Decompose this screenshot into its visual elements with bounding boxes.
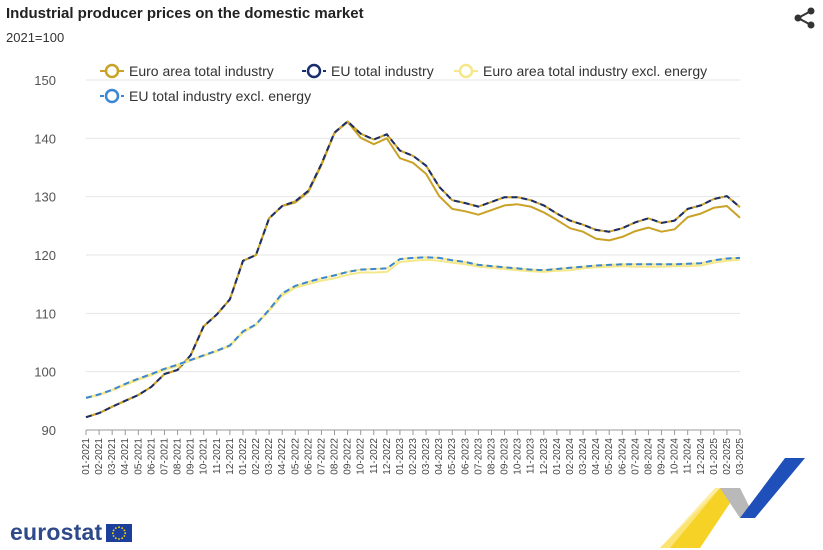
x-tick-label: 09-2022 <box>343 438 354 475</box>
x-tick-label: 11-2024 <box>683 438 694 474</box>
eu-flag-icon <box>106 523 133 542</box>
grid-layer <box>86 79 740 431</box>
series-line-2[interactable] <box>85 258 741 399</box>
chart-subtitle: 2021=100 <box>6 30 65 45</box>
x-tick-label: 02-2024 <box>565 438 576 475</box>
y-tick-label: 120 <box>34 248 56 263</box>
x-tick-label: 04-2024 <box>591 438 602 475</box>
x-tick-label: 10-2022 <box>356 438 367 475</box>
x-tick-label: 02-2023 <box>408 438 419 475</box>
x-tick-label: 07-2021 <box>159 438 170 475</box>
x-tick-label: 01-2021 <box>81 438 92 475</box>
legend-item-1[interactable]: EU total industry <box>302 63 434 79</box>
x-tick-label: 04-2023 <box>434 438 445 475</box>
x-tick-label: 09-2023 <box>500 438 511 475</box>
x-tick-label: 12-2024 <box>696 438 707 475</box>
legend-label: EU total industry <box>331 63 434 79</box>
y-tick-label: 150 <box>34 73 56 88</box>
x-tick-label: 01-2022 <box>238 438 249 475</box>
x-tick-label: 08-2023 <box>486 438 497 475</box>
x-tick-label: 12-2023 <box>539 438 550 475</box>
legend: Euro area total industry EU total industr… <box>100 63 707 104</box>
y-tick-label: 100 <box>34 365 56 380</box>
y-tick-label: 90 <box>42 423 56 438</box>
x-tick-label: 11-2023 <box>526 438 537 474</box>
x-tick-label: 01-2025 <box>709 438 720 475</box>
x-tick-label: 11-2022 <box>369 438 380 474</box>
x-tick-label: 05-2024 <box>604 438 615 475</box>
x-tick-label: 02-2025 <box>722 438 733 475</box>
x-tick-label: 12-2021 <box>225 438 236 475</box>
chart-title: Industrial producer prices on the domest… <box>6 5 364 22</box>
x-tick-label: 06-2021 <box>146 438 157 475</box>
x-tick-label: 05-2023 <box>447 438 458 475</box>
x-tick-label: 03-2023 <box>421 438 432 475</box>
x-tick-label: 03-2025 <box>735 438 746 475</box>
x-tick-label: 04-2021 <box>120 438 131 475</box>
x-tick-label: 03-2024 <box>578 438 589 475</box>
y-tick-label: 140 <box>34 131 56 146</box>
x-axis: 01-2021 02-2021 03-2021 04-2021 05-2021 06-20… <box>81 430 746 475</box>
legend-label: Euro area total industry <box>129 63 274 79</box>
y-tick-label: 130 <box>34 190 56 205</box>
legend-marker <box>104 88 120 104</box>
series-line-0[interactable] <box>85 121 741 419</box>
x-tick-label: 10-2021 <box>199 438 210 475</box>
x-tick-label: 05-2021 <box>133 438 144 475</box>
legend-marker <box>306 63 322 79</box>
x-tick-label: 08-2021 <box>173 438 184 475</box>
legend-item-0[interactable]: Euro area total industry <box>100 63 274 79</box>
x-tick-label: 06-2022 <box>303 438 314 475</box>
y-axis: 90 100 110 120 130 140 150 <box>34 73 56 438</box>
x-tick-label: 04-2022 <box>277 438 288 475</box>
x-tick-label: 10-2024 <box>670 438 681 475</box>
legend-marker <box>458 63 474 79</box>
x-tick-label: 09-2024 <box>657 438 668 475</box>
x-tick-label: 02-2021 <box>94 438 105 475</box>
x-tick-label: 10-2023 <box>513 438 524 475</box>
x-tick-label: 05-2022 <box>290 438 301 475</box>
series-layer <box>85 120 741 419</box>
x-tick-label: 12-2022 <box>382 438 393 475</box>
series-underlay-1 <box>85 120 741 419</box>
x-tick-label: 07-2024 <box>630 438 641 475</box>
x-tick-label: 02-2022 <box>251 438 262 475</box>
x-tick-label: 06-2024 <box>617 438 628 475</box>
logo-text: eurostat <box>10 519 103 545</box>
share-icon[interactable] <box>793 7 817 29</box>
x-tick-label: 07-2023 <box>473 438 484 475</box>
series-line-1[interactable] <box>85 120 741 419</box>
legend-label: Euro area total industry excl. energy <box>483 63 707 79</box>
x-tick-label: 08-2024 <box>643 438 654 475</box>
series-line-3[interactable] <box>85 256 741 399</box>
decorative-corner-graphic <box>660 458 805 548</box>
legend-item-3[interactable]: EU total industry excl. energy <box>100 88 311 104</box>
legend-label: EU total industry excl. energy <box>129 88 311 104</box>
x-tick-label: 09-2021 <box>186 438 197 475</box>
x-tick-label: 06-2023 <box>460 438 471 475</box>
legend-marker <box>104 63 120 79</box>
legend-item-2[interactable]: Euro area total industry excl. energy <box>454 63 707 79</box>
y-tick-label: 110 <box>35 306 56 321</box>
x-tick-label: 03-2022 <box>264 438 275 475</box>
x-tick-label: 07-2022 <box>316 438 327 475</box>
eurostat-logo[interactable]: eurostat <box>10 519 133 546</box>
x-tick-label: 01-2023 <box>395 438 406 475</box>
x-tick-label: 03-2021 <box>107 438 118 475</box>
x-tick-label: 11-2021 <box>212 438 223 474</box>
x-tick-label: 01-2024 <box>552 438 563 475</box>
x-tick-label: 08-2022 <box>330 438 341 475</box>
series-underlay-3 <box>85 256 741 399</box>
